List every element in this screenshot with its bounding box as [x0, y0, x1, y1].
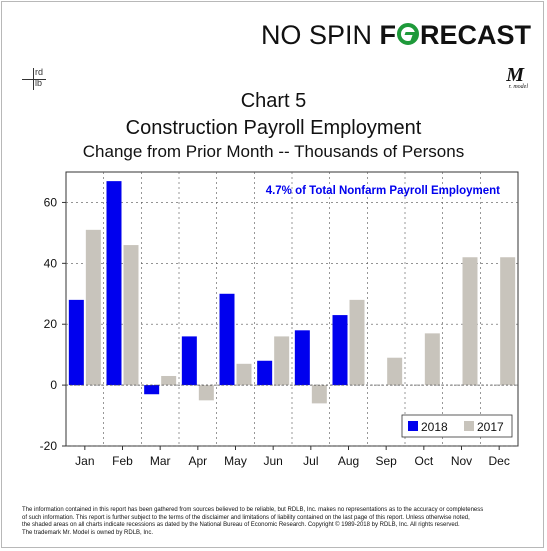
x-tick-label: Oct: [414, 454, 433, 468]
x-tick-label: Mar: [150, 454, 171, 468]
bar-2017: [349, 299, 365, 386]
legend-label-2018: 2018: [421, 420, 448, 434]
x-tick-label: Sep: [375, 454, 397, 468]
chart-title: Chart 5: [240, 90, 307, 112]
rdlb-logo: rd lb: [22, 67, 46, 90]
y-tick-label: 0: [50, 378, 57, 392]
bar-2018: [294, 330, 310, 386]
x-tick-label: Dec: [488, 454, 509, 468]
x-tick-label: Aug: [338, 454, 359, 468]
disclaimer-line: the shaded areas on all charts indicate …: [22, 522, 460, 528]
bar-2017: [236, 363, 252, 386]
x-tick-label: Jan: [75, 454, 94, 468]
x-tick-label: Jun: [263, 454, 282, 468]
brand-no-spin: NO SPIN: [260, 20, 372, 50]
bar-2018: [332, 315, 348, 386]
forecast-o-icon: [396, 23, 419, 45]
x-tick-label: Nov: [451, 454, 472, 468]
y-tick-label: 40: [44, 256, 58, 270]
bar-2018: [219, 293, 235, 386]
y-tick-label: 20: [44, 317, 58, 331]
legend-box: [401, 414, 513, 438]
bar-2017: [500, 257, 516, 386]
mr-model-sub: r. model: [508, 84, 528, 90]
disclaimer-line: of such information. This report is furt…: [22, 514, 470, 521]
disclaimer-line: The trademark Mr. Model is owned by RDLB…: [22, 529, 154, 536]
bar-2017: [424, 333, 440, 386]
bar-2018: [257, 360, 273, 386]
chart-annotation: 4.7% of Total Nonfarm Payroll Employment: [266, 185, 500, 197]
bar-chart: -20 0 20 40 60 Jan Feb Mar Apr May Jun Jul Aug Sep Oct…: [40, 171, 519, 468]
legend-swatch-2017: [464, 421, 474, 431]
x-tick-label: May: [224, 454, 247, 468]
bar-2017: [198, 385, 214, 401]
bar-2018: [181, 336, 197, 386]
chart-subtitle: Construction Payroll Employment: [125, 117, 422, 139]
brand-logo: NO SPIN F RECAST: [261, 20, 531, 51]
chart-subtitle-2: Change from Prior Month -- Thousands of …: [82, 142, 465, 161]
brand-forecast: F RECAST: [379, 20, 531, 50]
rdlb-top: rd: [35, 67, 44, 77]
disclaimer: The information contained in this report…: [22, 507, 532, 537]
x-tick-label: Feb: [112, 454, 133, 468]
mr-model-mark: M: [506, 64, 524, 86]
bar-2017: [85, 229, 101, 386]
bar-2017: [311, 385, 327, 404]
bar-2018: [144, 385, 160, 395]
x-tick-label: Apr: [188, 454, 207, 468]
legend-label-2017: 2017: [477, 420, 504, 434]
bar-2017: [462, 257, 478, 386]
bar-2017: [274, 336, 290, 386]
legend-swatch-2018: [408, 421, 418, 431]
rdlb-bottom: lb: [35, 78, 43, 88]
mr-model-logo: M r. model: [506, 64, 528, 90]
bar-2017: [123, 245, 139, 386]
x-tick-label: Jul: [303, 454, 318, 468]
disclaimer-line: The information contained in this report…: [22, 507, 484, 513]
y-tick-label: -20: [40, 439, 58, 453]
y-tick-label: 60: [44, 195, 58, 209]
bar-2018: [106, 181, 122, 386]
bar-2017: [387, 357, 403, 386]
bar-2018: [68, 299, 84, 386]
bar-2017: [161, 375, 177, 386]
